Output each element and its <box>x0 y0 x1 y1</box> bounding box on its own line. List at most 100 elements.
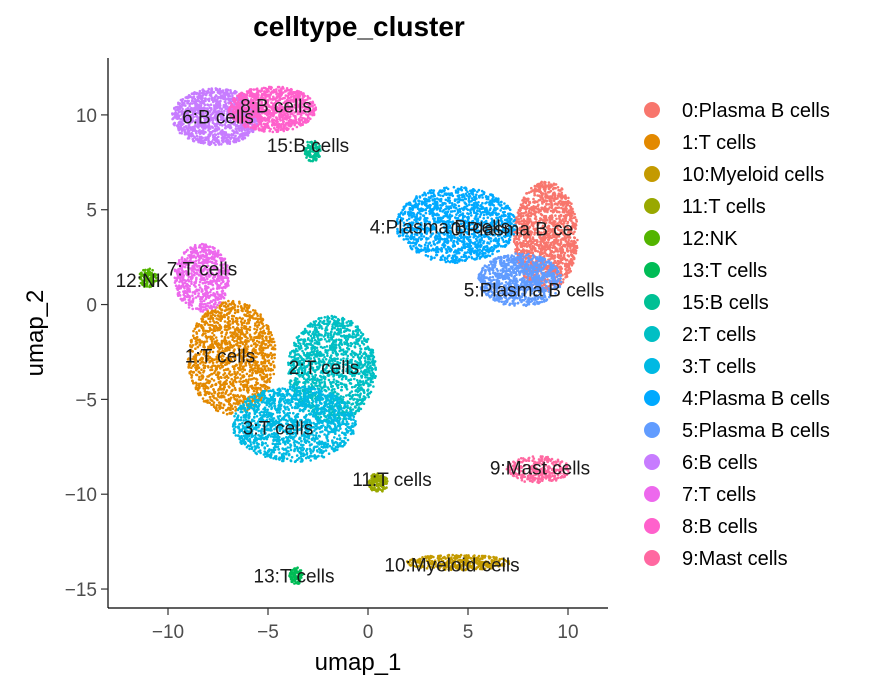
point <box>231 381 235 385</box>
point <box>313 157 316 160</box>
point <box>340 388 343 392</box>
point <box>547 190 551 194</box>
point <box>530 220 533 223</box>
point <box>271 337 275 341</box>
point <box>547 187 551 191</box>
point <box>208 401 211 405</box>
point <box>357 381 360 385</box>
point <box>569 260 573 264</box>
point <box>370 348 374 352</box>
point <box>216 398 219 402</box>
point <box>263 332 266 335</box>
point <box>242 307 246 310</box>
point <box>568 204 572 208</box>
point <box>234 388 237 392</box>
point <box>241 331 244 335</box>
point <box>350 335 354 338</box>
point <box>520 250 524 253</box>
point <box>198 375 201 379</box>
point <box>223 304 226 308</box>
point <box>517 237 520 241</box>
point <box>191 370 195 374</box>
point <box>540 181 543 185</box>
point <box>556 255 559 259</box>
point <box>212 379 216 382</box>
point <box>345 350 349 353</box>
point <box>533 193 536 197</box>
point <box>223 383 227 386</box>
point <box>567 244 571 247</box>
point <box>353 341 356 345</box>
point <box>216 310 220 313</box>
point <box>321 321 324 325</box>
point <box>361 333 365 337</box>
point <box>544 221 548 225</box>
point <box>341 324 344 328</box>
point <box>227 385 230 388</box>
point <box>369 380 373 384</box>
point <box>547 203 551 206</box>
point <box>526 218 529 221</box>
point <box>218 404 222 407</box>
point <box>251 338 255 342</box>
point <box>255 355 258 359</box>
point <box>530 212 534 216</box>
point <box>358 389 361 392</box>
point <box>200 384 204 388</box>
point <box>540 196 543 199</box>
point <box>532 200 535 204</box>
point <box>360 376 364 379</box>
point <box>320 381 324 384</box>
point <box>241 370 244 374</box>
point <box>228 370 232 373</box>
point <box>299 342 302 346</box>
point <box>371 371 375 375</box>
point <box>236 400 239 404</box>
point <box>541 224 545 228</box>
point <box>240 317 244 321</box>
point <box>358 344 362 348</box>
point <box>325 340 329 343</box>
point <box>217 388 220 392</box>
point <box>550 203 553 206</box>
point <box>524 243 527 247</box>
point <box>316 349 319 352</box>
point <box>319 415 323 419</box>
point <box>544 183 547 187</box>
point <box>338 346 342 350</box>
point <box>355 403 359 407</box>
point <box>310 348 314 351</box>
point <box>530 190 533 193</box>
point <box>570 264 574 267</box>
point <box>528 207 532 210</box>
point <box>267 327 270 331</box>
point <box>270 354 274 358</box>
point <box>255 381 258 384</box>
point <box>355 379 359 382</box>
point <box>313 338 317 342</box>
point <box>367 377 371 380</box>
point <box>324 389 328 393</box>
point <box>552 210 556 213</box>
point <box>328 320 332 323</box>
point <box>261 356 265 360</box>
point <box>297 335 301 338</box>
point <box>234 409 237 412</box>
point <box>366 345 370 349</box>
point <box>527 203 531 207</box>
point <box>555 248 559 251</box>
point <box>371 357 375 360</box>
point <box>265 335 268 339</box>
point <box>576 238 579 242</box>
point <box>360 386 363 389</box>
point <box>541 183 544 187</box>
point <box>217 401 221 404</box>
point <box>565 249 569 252</box>
point <box>219 325 223 329</box>
point <box>238 373 242 376</box>
point <box>557 200 561 204</box>
point <box>240 323 244 327</box>
point <box>253 369 257 373</box>
point <box>223 313 226 317</box>
